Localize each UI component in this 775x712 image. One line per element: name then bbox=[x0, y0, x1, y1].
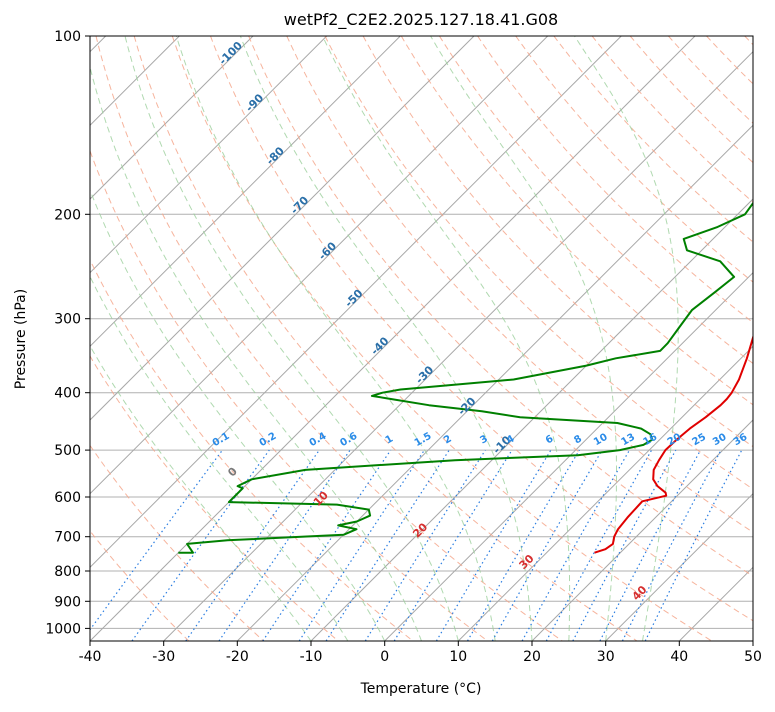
mixing-ratio-label: 30 bbox=[711, 432, 729, 449]
isotherm-label: -60 bbox=[316, 239, 339, 262]
mixing-ratio-label: 3 bbox=[478, 433, 490, 446]
dry-adiabat-line bbox=[668, 36, 775, 641]
x-tick-label: -20 bbox=[226, 649, 249, 665]
isotherm-line bbox=[16, 36, 621, 641]
mixing-ratio-label: 10 bbox=[592, 432, 610, 449]
moist-adiabat-line bbox=[431, 36, 617, 641]
mixing-ratio-line bbox=[132, 450, 269, 641]
dry-adiabat-line bbox=[58, 36, 488, 641]
temperature-profile-line bbox=[595, 36, 775, 553]
mixing-ratio-label: 36 bbox=[732, 432, 750, 449]
moist-adiabat-line bbox=[17, 36, 348, 641]
y-axis-label: Pressure (hPa) bbox=[13, 289, 29, 389]
isotherm-line bbox=[679, 36, 775, 641]
y-tick-label: 900 bbox=[54, 594, 81, 610]
isotherm-line bbox=[0, 36, 327, 641]
x-tick-label: 30 bbox=[597, 649, 615, 665]
y-tick-label: 700 bbox=[54, 530, 81, 546]
x-tick-label: -30 bbox=[152, 649, 175, 665]
background-lines bbox=[0, 36, 775, 641]
x-tick-label: 10 bbox=[449, 649, 467, 665]
isotherm-line bbox=[606, 36, 775, 641]
dry-adiabat-line bbox=[20, 36, 413, 641]
moist-adiabat-line bbox=[125, 36, 458, 641]
mixing-ratio-label: 25 bbox=[690, 432, 708, 449]
mixing-ratio-label: 1 bbox=[384, 433, 396, 446]
isotherm-line bbox=[237, 36, 775, 641]
x-axis-label: Temperature (°C) bbox=[360, 681, 482, 697]
isotherm-label: -90 bbox=[243, 91, 266, 114]
x-tick-label: 20 bbox=[523, 649, 541, 665]
mixing-ratio-line bbox=[394, 450, 512, 641]
isotherm-label: -80 bbox=[264, 144, 287, 167]
chart-title: wetPf2_C2E2.2025.127.18.41.G08 bbox=[284, 10, 558, 30]
mixing-ratio-line bbox=[299, 450, 424, 641]
y-tick-label: 600 bbox=[54, 490, 81, 506]
mixing-ratio-line bbox=[600, 450, 701, 641]
y-tick-label: 200 bbox=[54, 207, 81, 223]
mixing-ratio-label: 16 bbox=[642, 432, 660, 449]
mixing-ratio-line bbox=[82, 450, 223, 641]
isotherm-label: -70 bbox=[288, 193, 311, 216]
mixing-ratio-label: 0.1 bbox=[211, 431, 232, 449]
moist-adiabat-line bbox=[176, 36, 495, 641]
mixing-ratio-line bbox=[573, 450, 676, 641]
isotherm-line bbox=[753, 36, 775, 641]
y-tick-label: 800 bbox=[54, 564, 81, 580]
x-tick-label: 40 bbox=[670, 649, 688, 665]
isotherm-label: -30 bbox=[413, 363, 436, 386]
isotherm-label: -50 bbox=[342, 287, 365, 310]
isotherm-line bbox=[0, 36, 253, 641]
dry-adiabat-label: 30 bbox=[517, 552, 537, 572]
mixing-ratio-label: 0.6 bbox=[338, 431, 359, 449]
y-tick-label: 400 bbox=[54, 386, 81, 402]
mixing-ratio-label: 13 bbox=[619, 432, 637, 449]
y-tick-label: 500 bbox=[54, 443, 81, 459]
mixing-ratio-line bbox=[326, 450, 449, 641]
mixing-ratio-label: 2 bbox=[442, 433, 454, 446]
isotherm-line bbox=[0, 36, 474, 641]
dry-adiabat-line bbox=[0, 36, 338, 641]
mixing-ratio-label: 0.2 bbox=[258, 431, 279, 449]
y-tick-label: 300 bbox=[54, 312, 81, 328]
dry-adiabat-line bbox=[745, 36, 775, 641]
dry-adiabat-line bbox=[211, 36, 775, 641]
dry-adiabat-line bbox=[592, 36, 775, 641]
x-tick-label: 0 bbox=[380, 649, 389, 665]
mixing-ratio-line bbox=[468, 450, 580, 641]
dry-adiabat-line bbox=[0, 36, 264, 641]
moist-adiabat-line bbox=[575, 36, 679, 641]
dry-adiabat-line bbox=[707, 36, 775, 641]
mixing-ratio-line bbox=[263, 450, 391, 641]
dry-adiabat-line bbox=[439, 36, 775, 641]
mixing-ratio-line bbox=[645, 450, 742, 641]
mixing-ratio-line bbox=[365, 450, 485, 641]
isotherm-label: -40 bbox=[368, 334, 391, 357]
isotherm-line bbox=[0, 36, 400, 641]
dry-adiabat-line bbox=[554, 36, 775, 641]
mixing-ratio-label: 8 bbox=[572, 433, 584, 446]
mixing-ratio-label: 20 bbox=[666, 432, 684, 449]
y-tick-label: 100 bbox=[54, 29, 81, 45]
dry-adiabat-label: 0 bbox=[225, 465, 240, 480]
x-tick-label: -10 bbox=[300, 649, 323, 665]
moist-adiabat-line bbox=[323, 36, 570, 641]
x-tick-label: -40 bbox=[79, 649, 102, 665]
mixing-ratio-label: 0.4 bbox=[308, 431, 329, 449]
y-tick-label: 1000 bbox=[45, 621, 81, 637]
mixing-ratio-label: 1.5 bbox=[413, 431, 434, 449]
x-tick-label: 50 bbox=[744, 649, 762, 665]
moist-adiabat-line bbox=[0, 36, 311, 641]
isotherm-label: -100 bbox=[216, 39, 245, 68]
plot-frame bbox=[90, 36, 753, 641]
isotherm-line bbox=[458, 36, 775, 641]
